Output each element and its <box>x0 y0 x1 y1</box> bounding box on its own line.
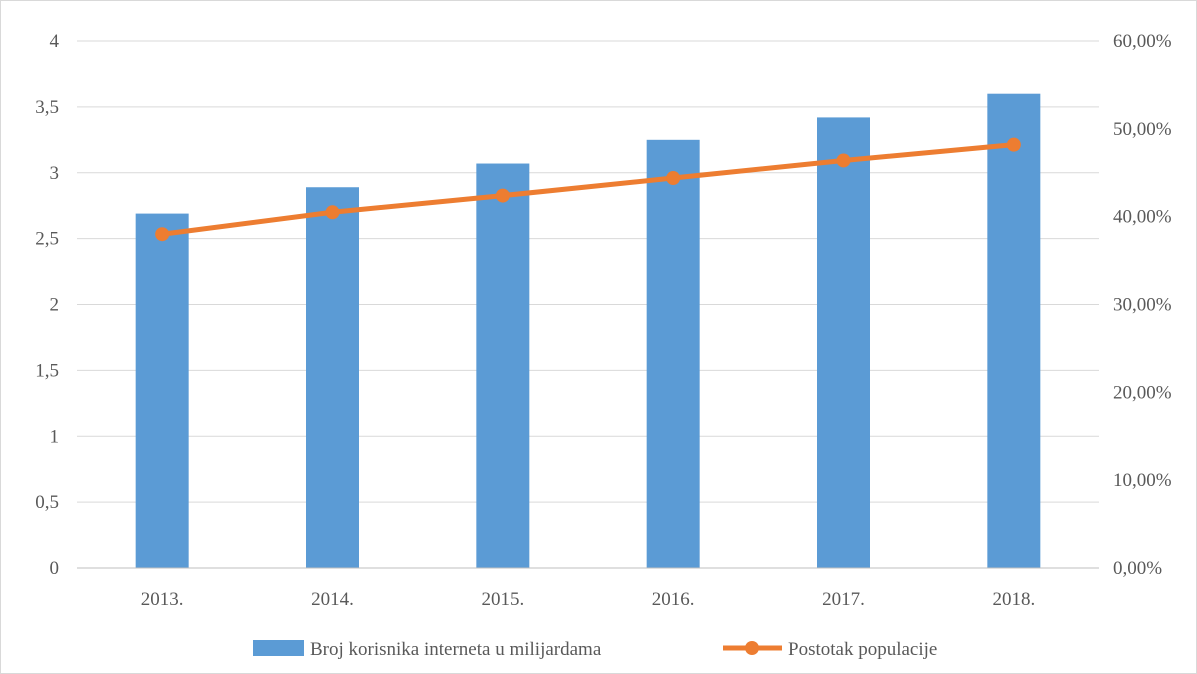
bar <box>987 93 1041 568</box>
y-right-tick-label: 50,00% <box>1113 119 1172 140</box>
line-point <box>836 153 851 168</box>
y-left-tick-label: 2,5 <box>35 229 59 250</box>
line-point <box>495 188 510 203</box>
bar <box>476 163 530 568</box>
y-left-tick-label: 0,5 <box>35 492 59 513</box>
x-tick-label: 2016. <box>652 589 695 610</box>
x-tick-label: 2013. <box>141 589 184 610</box>
line-point <box>325 205 340 220</box>
y-left-tick-label: 1 <box>50 426 60 447</box>
y-left-tick-label: 4 <box>50 31 60 52</box>
y-right-tick-label: 10,00% <box>1113 470 1172 491</box>
legend-line-marker <box>745 641 759 655</box>
bar <box>646 139 700 568</box>
bar <box>135 213 189 568</box>
y-right-tick-label: 60,00% <box>1113 31 1172 52</box>
x-tick-label: 2017. <box>822 589 865 610</box>
line-point <box>666 171 681 186</box>
line-series <box>159 142 1017 237</box>
y-left-tick-label: 3,5 <box>35 97 59 118</box>
line-point <box>1006 137 1021 152</box>
bar <box>306 187 359 568</box>
legend-bar-swatch <box>253 640 304 656</box>
y-right-tick-label: 30,00% <box>1113 295 1172 316</box>
y-right-tick-label: 40,00% <box>1113 207 1172 228</box>
y-right-tick-label: 20,00% <box>1113 382 1172 403</box>
x-tick-label: 2018. <box>992 589 1035 610</box>
y-left-tick-label: 0 <box>50 558 60 579</box>
line-point <box>155 227 170 242</box>
y-right-tick-label: 0,00% <box>1113 558 1162 579</box>
y-left-tick-label: 2 <box>50 295 60 316</box>
bar <box>817 117 870 568</box>
y-left-tick-label: 1,5 <box>35 360 59 381</box>
legend-label-line: Postotak populacije <box>788 639 937 660</box>
x-tick-label: 2014. <box>311 589 354 610</box>
y-left-tick-label: 3 <box>50 163 60 184</box>
x-tick-label: 2015. <box>481 589 524 610</box>
legend-label-bar: Broj korisnika interneta u milijardama <box>310 639 602 660</box>
